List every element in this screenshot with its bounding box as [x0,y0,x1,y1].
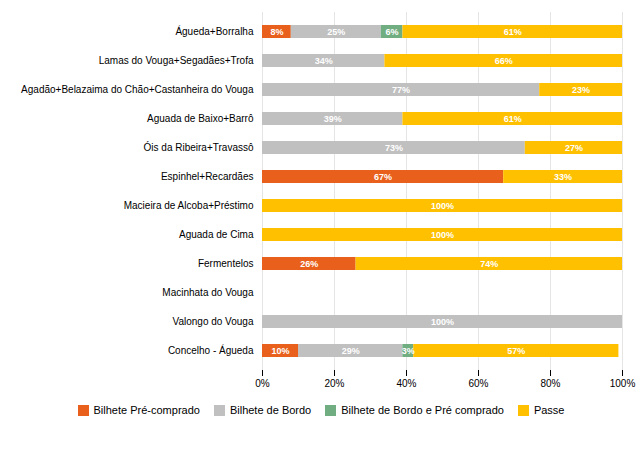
svg-text:25%: 25% [327,27,345,37]
svg-text:74%: 74% [480,259,498,269]
svg-text:Aguada de Cima: Aguada de Cima [179,229,254,240]
svg-text:0%: 0% [255,378,270,389]
svg-text:77%: 77% [392,85,410,95]
html-text:Bilhete Pré-comprado: Bilhete Pré-comprado [93,404,200,416]
svg-text:Aguada de Baixo+Barrô: Aguada de Baixo+Barrô [147,113,254,124]
svg-text:Lamas do Vouga+Segadães+Trofa: Lamas do Vouga+Segadães+Trofa [99,55,254,66]
svg-text:26%: 26% [300,259,318,269]
svg-text:Fermentelos: Fermentelos [198,258,254,269]
svg-text:57%: 57% [507,346,525,356]
svg-text:8%: 8% [270,27,283,37]
svg-text:34%: 34% [315,56,333,66]
svg-text:Valongo do Vouga: Valongo do Vouga [172,316,253,327]
svg-text:60%: 60% [468,378,488,389]
svg-text:Óis da Ribeira+Travassô: Óis da Ribeira+Travassô [144,141,254,153]
svg-text:100%: 100% [431,230,454,240]
svg-text:100%: 100% [610,378,636,389]
svg-text:80%: 80% [540,378,560,389]
svg-text:100%: 100% [431,201,454,211]
svg-text:6%: 6% [386,27,399,37]
svg-text:Macinhata do Vouga: Macinhata do Vouga [162,287,254,298]
html-text:Bilhete de Bordo e Pré comprad: Bilhete de Bordo e Pré comprado [341,404,504,416]
svg-text:10%: 10% [271,346,289,356]
svg-text:100%: 100% [431,317,454,327]
svg-text:20%: 20% [324,378,344,389]
svg-text:3%: 3% [402,346,415,356]
svg-text:Macieira de Alcoba+Préstimo: Macieira de Alcoba+Préstimo [124,200,254,211]
svg-text:Águeda+Borralha: Águeda+Borralha [175,25,254,37]
svg-text:23%: 23% [572,85,590,95]
svg-text:39%: 39% [324,114,342,124]
html-text:Passe: Passe [533,404,565,416]
svg-text:61%: 61% [504,114,522,124]
svg-text:33%: 33% [554,172,572,182]
svg-text:27%: 27% [565,143,583,153]
svg-text:Espinhel+Recardães: Espinhel+Recardães [161,171,254,182]
svg-text:Concelho - Águeda: Concelho - Águeda [168,344,254,356]
svg-text:66%: 66% [495,56,513,66]
svg-text:40%: 40% [396,378,416,389]
svg-text:61%: 61% [504,27,522,37]
svg-text:67%: 67% [374,172,392,182]
svg-text:73%: 73% [385,143,403,153]
html-text:Bilhete de Bordo: Bilhete de Bordo [229,404,312,416]
svg-text:29%: 29% [342,346,360,356]
svg-text:Agadão+Belazaima do Chão+Casta: Agadão+Belazaima do Chão+Castanheira do … [21,84,254,95]
